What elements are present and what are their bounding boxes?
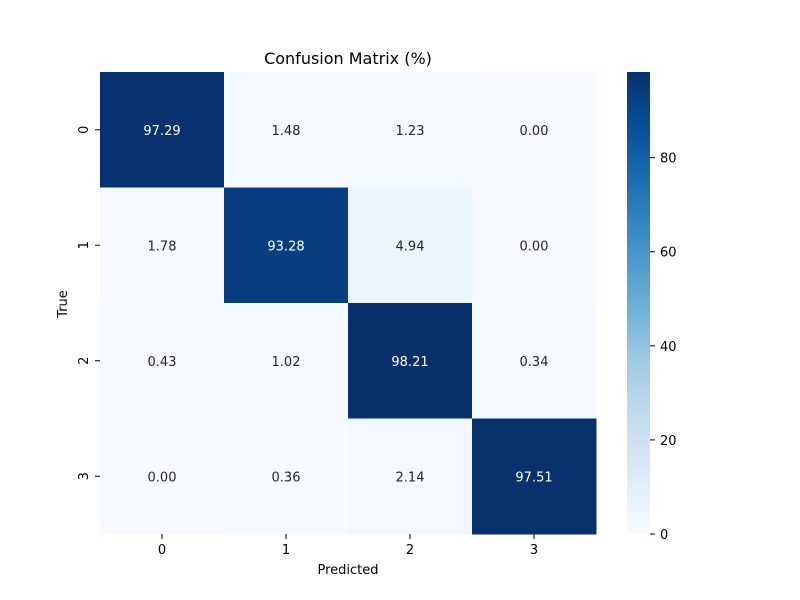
cell-value-label: 4.94	[396, 239, 425, 254]
chart-title: Confusion Matrix (%)	[264, 49, 432, 68]
x-axis-label: Predicted	[317, 563, 378, 578]
colorbar-tick-label: 80	[660, 152, 677, 167]
colorbar-tick-label: 60	[660, 246, 677, 261]
colorbar	[627, 72, 650, 534]
cell-value-label: 0.00	[148, 470, 177, 485]
cell-value-label: 0.34	[520, 355, 549, 370]
x-tick-label: 0	[158, 543, 166, 558]
y-axis-label: True	[56, 290, 71, 319]
cell-value-label: 1.48	[272, 124, 301, 139]
heatmap-cell	[348, 303, 473, 419]
cell-value-label: 1.23	[396, 124, 425, 139]
cell-value-label: 97.51	[515, 470, 552, 485]
cell-value-label: 0.43	[148, 355, 177, 370]
colorbar-tick-label: 0	[660, 528, 668, 543]
y-tick-label: 2	[77, 357, 92, 365]
colorbar-tick-label: 20	[660, 434, 677, 449]
x-tick-label: 1	[282, 543, 290, 558]
x-tick-label: 3	[530, 543, 538, 558]
cell-value-label: 97.29	[143, 124, 180, 139]
heatmap-cell	[100, 187, 225, 304]
cell-value-label: 0.00	[520, 239, 549, 254]
colorbar-tick-label: 40	[660, 340, 677, 355]
heatmap-cell	[224, 303, 349, 419]
heatmap-cell	[224, 72, 349, 188]
cell-value-label: 2.14	[396, 470, 425, 485]
cell-value-label: 1.02	[272, 355, 301, 370]
heatmap-cell	[100, 418, 225, 535]
y-tick-label: 3	[77, 472, 92, 480]
heatmap-cell	[100, 303, 225, 419]
cell-value-label: 93.28	[267, 239, 304, 254]
heatmap-cell	[100, 72, 225, 188]
y-tick-label: 0	[77, 126, 92, 134]
y-tick-label: 1	[77, 241, 92, 249]
heatmap-cell	[348, 187, 473, 304]
x-axis-ticks: 0 1 2 3	[158, 534, 538, 558]
cell-value-label: 98.21	[391, 355, 428, 370]
heatmap-cell	[348, 72, 473, 188]
heatmap-cell	[472, 303, 597, 419]
heatmap-cell-labels: 97.29 1.48 1.23 0.00 1.78 93.28 4.94 0.00 0.43 1.…	[143, 124, 552, 486]
cell-value-label: 0.00	[520, 124, 549, 139]
heatmap-cell	[472, 418, 597, 535]
y-axis-ticks: 0 1 2 3	[77, 126, 100, 480]
heatmap-cells	[100, 72, 597, 535]
heatmap-cell	[472, 72, 597, 188]
x-tick-label: 2	[406, 543, 414, 558]
heatmap-cell	[224, 187, 349, 304]
cell-value-label: 0.36	[272, 470, 301, 485]
heatmap-cell	[224, 418, 349, 535]
heatmap-cell	[348, 418, 473, 535]
heatmap-cell	[472, 187, 597, 304]
colorbar-ticks: 0 20 40 60 80	[650, 152, 677, 543]
cell-value-label: 1.78	[148, 239, 177, 254]
